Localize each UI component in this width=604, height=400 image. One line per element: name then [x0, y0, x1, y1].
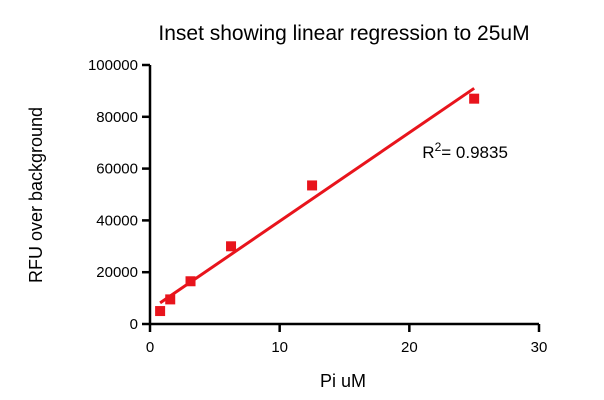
r-squared-prefix: R: [422, 143, 434, 162]
y-tick-label: 0: [130, 316, 138, 333]
y-axis-title: RFU over background: [26, 107, 46, 283]
r-squared-annotation: R2= 0.9835: [422, 140, 508, 162]
data-point-6: [469, 93, 480, 104]
data-points: [155, 93, 480, 317]
x-axis-title: Pi uM: [320, 371, 366, 391]
x-tick-label: 0: [146, 339, 154, 356]
x-tick-label: 30: [531, 339, 548, 356]
x-axis-ticks: 0 10 20 30: [146, 324, 548, 356]
y-tick-label: 80000: [96, 109, 138, 126]
y-tick-label: 20000: [96, 264, 138, 281]
data-point-3: [185, 276, 196, 287]
y-tick-label: 100000: [88, 57, 138, 74]
r-squared-superscript: 2: [435, 140, 442, 154]
x-tick-label: 10: [271, 339, 288, 356]
regression-line: [159, 87, 476, 305]
data-point-2: [165, 294, 176, 305]
data-point-5: [307, 180, 318, 191]
r-squared-value: = 0.9835: [441, 143, 508, 162]
y-tick-label: 60000: [96, 161, 138, 178]
chart-title: Inset showing linear regression to 25uM: [158, 22, 529, 45]
data-point-1: [155, 306, 166, 317]
y-tick-label: 40000: [96, 212, 138, 229]
x-tick-label: 20: [401, 339, 418, 356]
data-point-4: [226, 241, 237, 252]
y-axis-ticks: 0 20000 40000 60000 80000 100000: [88, 57, 150, 333]
